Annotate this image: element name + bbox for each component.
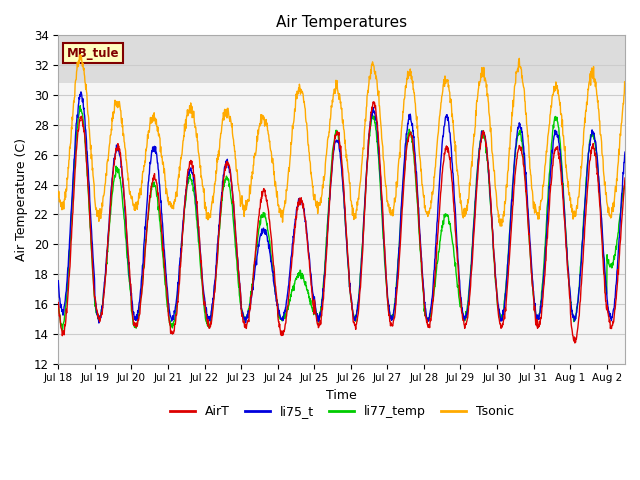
- Title: Air Temperatures: Air Temperatures: [276, 15, 407, 30]
- Y-axis label: Air Temperature (C): Air Temperature (C): [15, 138, 28, 261]
- Legend: AirT, li75_t, li77_temp, Tsonic: AirT, li75_t, li77_temp, Tsonic: [164, 400, 518, 423]
- Text: MB_tule: MB_tule: [67, 47, 119, 60]
- X-axis label: Time: Time: [326, 389, 357, 402]
- Bar: [58, 36, 625, 83]
